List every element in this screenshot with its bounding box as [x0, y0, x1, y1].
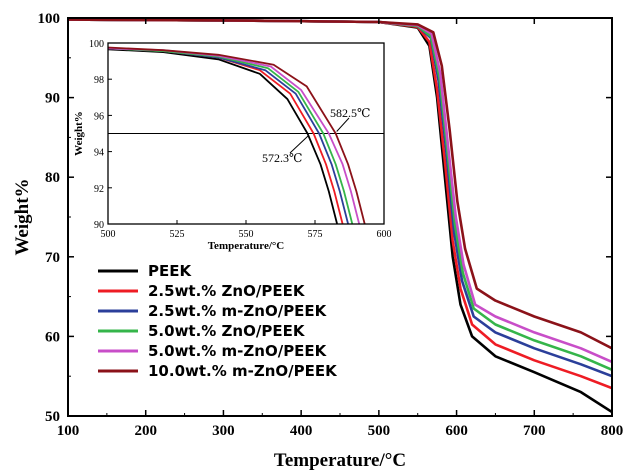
- inset-y-tick-label: 92: [94, 184, 104, 195]
- legend-label: 5.0wt.% m-ZnO/PEEK: [148, 342, 328, 360]
- inset-annotation-label: 582.5℃: [330, 106, 370, 120]
- legend-label: 10.0wt.% m-ZnO/PEEK: [148, 362, 338, 380]
- inset-x-axis-title: Temperature/°C: [208, 240, 285, 252]
- inset-x-tick-label: 575: [308, 229, 323, 240]
- main-x-tick-label: 700: [523, 423, 546, 439]
- main-x-tick-label: 600: [445, 423, 468, 439]
- main-y-axis-title: Weight%: [12, 178, 33, 255]
- inset-chart: 500 525 550 575 600 90 92 94 96 98 100 Temperature/…: [73, 39, 392, 252]
- main-y-tick-label: 80: [45, 170, 60, 186]
- legend-label: 2.5wt.% ZnO/PEEK: [148, 282, 306, 300]
- main-y-tick-label: 50: [45, 409, 60, 425]
- inset-y-tick-label: 98: [94, 75, 104, 86]
- legend: PEEK 2.5wt.% ZnO/PEEK 2.5wt.% m-ZnO/PEEK 5.…: [98, 262, 338, 380]
- main-y-tick-label: 100: [38, 11, 61, 27]
- main-x-axis-title: Temperature/°C: [274, 450, 406, 470]
- main-series-group: [68, 18, 612, 414]
- inset-x-tick-label: 500: [101, 229, 116, 240]
- inset-annotation-arrow: [336, 117, 350, 132]
- main-y-tick-label: 90: [45, 91, 60, 107]
- main-x-tick-label: 800: [601, 423, 624, 439]
- inset-y-tick-label: 94: [94, 148, 104, 159]
- inset-y-axis-title: Weight%: [73, 111, 85, 156]
- inset-y-tick-label: 96: [94, 111, 104, 122]
- main-x-tick-label: 200: [134, 423, 157, 439]
- inset-x-tick-label: 525: [170, 229, 185, 240]
- inset-y-tick-label: 90: [94, 220, 104, 231]
- inset-annotation-label: 572.3℃: [262, 151, 302, 165]
- main-chart: 100 200 300 400 500 600 700 800 50 60 70 80 90 100 Tem…: [12, 11, 623, 470]
- main-x-tick-label: 500: [368, 423, 391, 439]
- main-y-tick-label: 70: [45, 250, 60, 266]
- legend-label: PEEK: [148, 262, 192, 280]
- main-y-tick-label: 60: [45, 329, 60, 345]
- inset-x-tick-label: 600: [377, 229, 392, 240]
- main-x-tick-label: 400: [290, 423, 313, 439]
- inset-y-tick-label: 100: [89, 39, 104, 50]
- main-x-tick-label: 300: [212, 423, 235, 439]
- inset-x-tick-label: 550: [239, 229, 254, 240]
- inset-series-group: [108, 46, 366, 224]
- inset-series-line: [108, 48, 338, 224]
- main-series-line: [68, 18, 612, 350]
- main-x-tick-label: 100: [57, 423, 80, 439]
- legend-label: 2.5wt.% m-ZnO/PEEK: [148, 302, 328, 320]
- inset-annotation-arrow: [289, 135, 309, 154]
- legend-label: 5.0wt.% ZnO/PEEK: [148, 322, 306, 340]
- inset-series-line: [108, 46, 366, 224]
